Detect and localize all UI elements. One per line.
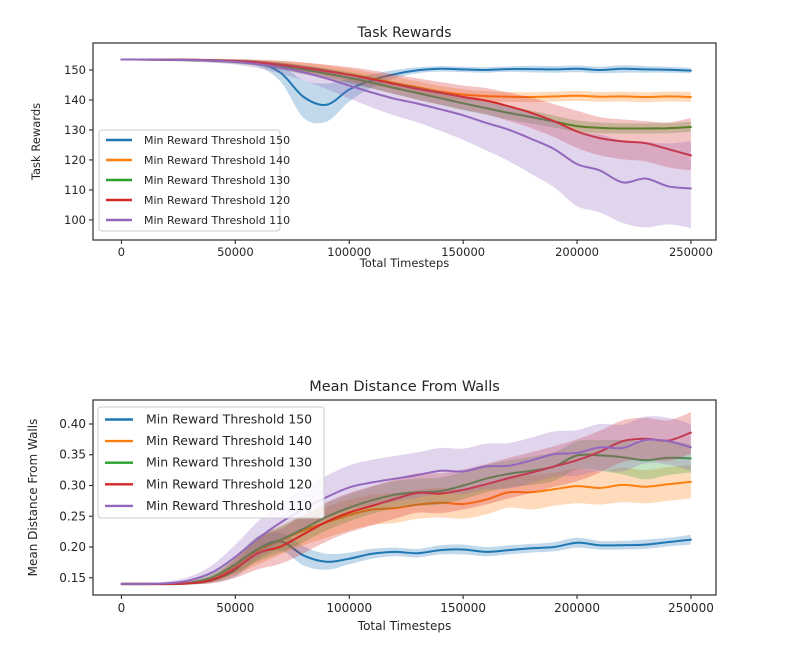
y-axis-label: Mean Distance From Walls bbox=[26, 419, 40, 577]
y-axis-label: Task Rewards bbox=[29, 103, 43, 181]
series-line-min-reward-threshold-120 bbox=[120, 431, 692, 585]
x-tick-label: 200000 bbox=[554, 601, 600, 615]
series-line-min-reward-threshold-140 bbox=[120, 480, 692, 585]
x-tick-label: 0 bbox=[118, 245, 125, 259]
x-tick-label: 100000 bbox=[326, 601, 372, 615]
series-band-min-reward-threshold-140 bbox=[121, 465, 691, 586]
x-tick-label: 250000 bbox=[669, 245, 713, 259]
y-tick-label: 110 bbox=[64, 183, 86, 197]
y-tick-label: 0.40 bbox=[59, 417, 86, 431]
legend-entry-label: Min Reward Threshold 110 bbox=[144, 214, 290, 227]
series-band-min-reward-threshold-130 bbox=[121, 439, 691, 586]
y-tick-label: 0.25 bbox=[59, 509, 86, 523]
legend-box bbox=[98, 129, 281, 232]
y-tick-label: 120 bbox=[64, 153, 86, 167]
series-band-min-reward-threshold-140 bbox=[121, 58, 691, 103]
legend-entry-label: Min Reward Threshold 130 bbox=[146, 455, 312, 470]
plot-frame bbox=[92, 42, 717, 241]
x-tick-label: 250000 bbox=[668, 601, 714, 615]
series-line-min-reward-threshold-110 bbox=[120, 438, 692, 585]
y-tick-label: 150 bbox=[64, 63, 86, 77]
series-band-min-reward-threshold-120 bbox=[121, 58, 691, 171]
plot-frame bbox=[92, 399, 717, 596]
x-tick-label: 150000 bbox=[440, 601, 486, 615]
y-tick-label: 0.20 bbox=[59, 540, 86, 554]
legend-entry-label: Min Reward Threshold 150 bbox=[144, 134, 290, 147]
x-tick-label: 50000 bbox=[217, 245, 254, 259]
chart-title: Task Rewards bbox=[356, 25, 451, 41]
x-tick-label: 0 bbox=[118, 601, 126, 615]
legend-entry-label: Min Reward Threshold 120 bbox=[144, 194, 290, 207]
legend-entry-label: Min Reward Threshold 150 bbox=[146, 412, 312, 427]
y-tick-label: 140 bbox=[64, 93, 86, 107]
x-tick-label: 100000 bbox=[327, 245, 371, 259]
legend-box bbox=[97, 406, 325, 519]
legend-entry-label: Min Reward Threshold 140 bbox=[144, 154, 290, 167]
legend-entry-label: Min Reward Threshold 140 bbox=[146, 433, 312, 448]
figure-task-rewards: 0 50000 100000 150000 200000 250000 100 110 120 1… bbox=[29, 25, 717, 270]
y-tick-label: 130 bbox=[64, 123, 86, 137]
y-tick-label: 0.15 bbox=[59, 571, 86, 585]
y-tick-label: 0.30 bbox=[59, 479, 86, 493]
series-band-min-reward-threshold-130 bbox=[121, 58, 691, 134]
chart-title: Mean Distance From Walls bbox=[309, 379, 500, 395]
series-line-min-reward-threshold-130 bbox=[120, 453, 692, 585]
x-tick-label: 150000 bbox=[441, 245, 485, 259]
series-line-min-reward-threshold-110 bbox=[120, 58, 692, 190]
y-tick-label: 100 bbox=[64, 213, 86, 227]
x-tick-label: 50000 bbox=[216, 601, 254, 615]
figure-mean-distance-from-walls: 0 50000 100000 150000 200000 250000 0.15 0.20 0.… bbox=[26, 379, 717, 633]
y-tick-label: 0.35 bbox=[59, 448, 86, 462]
legend-entry-label: Min Reward Threshold 110 bbox=[146, 498, 312, 513]
legend: Min Reward Threshold 150 Min Reward Thres… bbox=[98, 129, 290, 232]
x-axis-label: Total Timesteps bbox=[359, 256, 450, 270]
legend-entry-label: Min Reward Threshold 130 bbox=[144, 174, 290, 187]
x-tick-label: 200000 bbox=[555, 245, 599, 259]
x-axis-label: Total Timesteps bbox=[357, 619, 451, 633]
legend-entry-label: Min Reward Threshold 120 bbox=[146, 476, 312, 491]
series-band-min-reward-threshold-110 bbox=[121, 58, 691, 228]
series-band-min-reward-threshold-110 bbox=[121, 416, 691, 586]
legend: Min Reward Threshold 150 Min Reward Thres… bbox=[97, 406, 325, 519]
